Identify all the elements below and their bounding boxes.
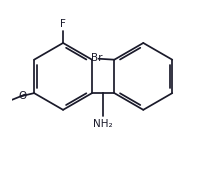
Text: NH₂: NH₂ (93, 119, 113, 129)
Text: Br: Br (91, 53, 103, 63)
Text: O: O (18, 91, 27, 101)
Text: F: F (60, 19, 66, 29)
